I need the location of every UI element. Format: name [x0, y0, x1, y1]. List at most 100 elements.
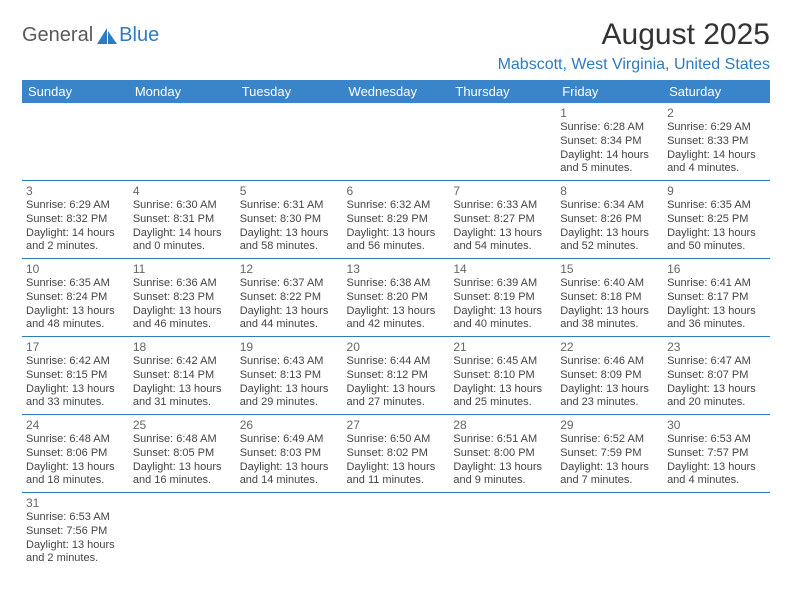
sunrise-text: Sunrise: 6:49 AM	[240, 433, 339, 447]
daylight-text: and 52 minutes.	[560, 240, 659, 254]
daylight-text: Daylight: 13 hours	[26, 383, 125, 397]
sunset-text: Sunset: 8:22 PM	[240, 291, 339, 305]
daylight-text: and 40 minutes.	[453, 318, 552, 332]
sunrise-text: Sunrise: 6:46 AM	[560, 355, 659, 369]
sunrise-text: Sunrise: 6:41 AM	[667, 277, 766, 291]
sunrise-text: Sunrise: 6:44 AM	[347, 355, 446, 369]
calendar-cell: 2Sunrise: 6:29 AMSunset: 8:33 PMDaylight…	[663, 103, 770, 181]
calendar-cell: 7Sunrise: 6:33 AMSunset: 8:27 PMDaylight…	[449, 181, 556, 259]
daylight-text: and 18 minutes.	[26, 474, 125, 488]
daylight-text: and 5 minutes.	[560, 162, 659, 176]
sunrise-text: Sunrise: 6:51 AM	[453, 433, 552, 447]
sail-icon	[96, 27, 118, 45]
calendar-cell: 3Sunrise: 6:29 AMSunset: 8:32 PMDaylight…	[22, 181, 129, 259]
daylight-text: and 0 minutes.	[133, 240, 232, 254]
sunrise-text: Sunrise: 6:50 AM	[347, 433, 446, 447]
calendar-week-row: 24Sunrise: 6:48 AMSunset: 8:06 PMDayligh…	[22, 415, 770, 493]
daylight-text: and 2 minutes.	[26, 240, 125, 254]
sunset-text: Sunset: 8:24 PM	[26, 291, 125, 305]
daylight-text: Daylight: 13 hours	[133, 383, 232, 397]
daylight-text: Daylight: 13 hours	[560, 305, 659, 319]
day-number: 14	[453, 262, 552, 276]
daylight-text: and 54 minutes.	[453, 240, 552, 254]
daylight-text: and 4 minutes.	[667, 474, 766, 488]
daylight-text: and 7 minutes.	[560, 474, 659, 488]
calendar-cell	[343, 103, 450, 181]
day-number: 25	[133, 418, 232, 432]
sunrise-text: Sunrise: 6:38 AM	[347, 277, 446, 291]
calendar-cell	[236, 103, 343, 181]
sunset-text: Sunset: 8:14 PM	[133, 369, 232, 383]
sunrise-text: Sunrise: 6:45 AM	[453, 355, 552, 369]
day-header: Monday	[129, 80, 236, 103]
sunrise-text: Sunrise: 6:53 AM	[26, 511, 125, 525]
sunrise-text: Sunrise: 6:53 AM	[667, 433, 766, 447]
day-header: Sunday	[22, 80, 129, 103]
calendar-cell: 12Sunrise: 6:37 AMSunset: 8:22 PMDayligh…	[236, 259, 343, 337]
day-header: Saturday	[663, 80, 770, 103]
day-number: 5	[240, 184, 339, 198]
daylight-text: Daylight: 13 hours	[667, 227, 766, 241]
sunset-text: Sunset: 8:32 PM	[26, 213, 125, 227]
sunset-text: Sunset: 7:57 PM	[667, 447, 766, 461]
daylight-text: and 36 minutes.	[667, 318, 766, 332]
daylight-text: Daylight: 13 hours	[133, 461, 232, 475]
calendar-week-row: 1Sunrise: 6:28 AMSunset: 8:34 PMDaylight…	[22, 103, 770, 181]
daylight-text: Daylight: 14 hours	[26, 227, 125, 241]
day-number: 16	[667, 262, 766, 276]
sunrise-text: Sunrise: 6:52 AM	[560, 433, 659, 447]
calendar-cell	[556, 493, 663, 571]
daylight-text: and 27 minutes.	[347, 396, 446, 410]
day-number: 9	[667, 184, 766, 198]
calendar-cell: 13Sunrise: 6:38 AMSunset: 8:20 PMDayligh…	[343, 259, 450, 337]
daylight-text: and 33 minutes.	[26, 396, 125, 410]
day-number: 21	[453, 340, 552, 354]
sunset-text: Sunset: 7:59 PM	[560, 447, 659, 461]
sunrise-text: Sunrise: 6:48 AM	[133, 433, 232, 447]
daylight-text: and 25 minutes.	[453, 396, 552, 410]
day-number: 10	[26, 262, 125, 276]
sunrise-text: Sunrise: 6:39 AM	[453, 277, 552, 291]
sunset-text: Sunset: 8:19 PM	[453, 291, 552, 305]
day-header: Tuesday	[236, 80, 343, 103]
sunrise-text: Sunrise: 6:47 AM	[667, 355, 766, 369]
day-number: 4	[133, 184, 232, 198]
daylight-text: Daylight: 13 hours	[667, 305, 766, 319]
daylight-text: Daylight: 13 hours	[240, 383, 339, 397]
daylight-text: Daylight: 13 hours	[560, 227, 659, 241]
calendar-cell	[663, 493, 770, 571]
sunrise-text: Sunrise: 6:43 AM	[240, 355, 339, 369]
daylight-text: and 44 minutes.	[240, 318, 339, 332]
sunrise-text: Sunrise: 6:29 AM	[667, 121, 766, 135]
sunrise-text: Sunrise: 6:40 AM	[560, 277, 659, 291]
daylight-text: Daylight: 13 hours	[26, 461, 125, 475]
calendar-table: Sunday Monday Tuesday Wednesday Thursday…	[22, 80, 770, 570]
calendar-cell: 23Sunrise: 6:47 AMSunset: 8:07 PMDayligh…	[663, 337, 770, 415]
daylight-text: Daylight: 13 hours	[453, 461, 552, 475]
logo-text-blue: Blue	[119, 24, 159, 47]
calendar-header-row: Sunday Monday Tuesday Wednesday Thursday…	[22, 80, 770, 103]
calendar-cell	[22, 103, 129, 181]
calendar-cell: 6Sunrise: 6:32 AMSunset: 8:29 PMDaylight…	[343, 181, 450, 259]
logo-text-general: General	[22, 24, 93, 47]
sunset-text: Sunset: 8:27 PM	[453, 213, 552, 227]
sunrise-text: Sunrise: 6:42 AM	[133, 355, 232, 369]
calendar-week-row: 10Sunrise: 6:35 AMSunset: 8:24 PMDayligh…	[22, 259, 770, 337]
daylight-text: and 56 minutes.	[347, 240, 446, 254]
daylight-text: Daylight: 13 hours	[560, 383, 659, 397]
sunset-text: Sunset: 8:15 PM	[26, 369, 125, 383]
day-number: 24	[26, 418, 125, 432]
calendar-cell: 8Sunrise: 6:34 AMSunset: 8:26 PMDaylight…	[556, 181, 663, 259]
daylight-text: and 2 minutes.	[26, 552, 125, 566]
sunset-text: Sunset: 8:07 PM	[667, 369, 766, 383]
calendar-cell: 14Sunrise: 6:39 AMSunset: 8:19 PMDayligh…	[449, 259, 556, 337]
daylight-text: and 4 minutes.	[667, 162, 766, 176]
daylight-text: and 42 minutes.	[347, 318, 446, 332]
day-number: 19	[240, 340, 339, 354]
day-number: 7	[453, 184, 552, 198]
daylight-text: and 46 minutes.	[133, 318, 232, 332]
calendar-cell: 11Sunrise: 6:36 AMSunset: 8:23 PMDayligh…	[129, 259, 236, 337]
daylight-text: Daylight: 13 hours	[667, 383, 766, 397]
calendar-cell: 9Sunrise: 6:35 AMSunset: 8:25 PMDaylight…	[663, 181, 770, 259]
daylight-text: and 31 minutes.	[133, 396, 232, 410]
